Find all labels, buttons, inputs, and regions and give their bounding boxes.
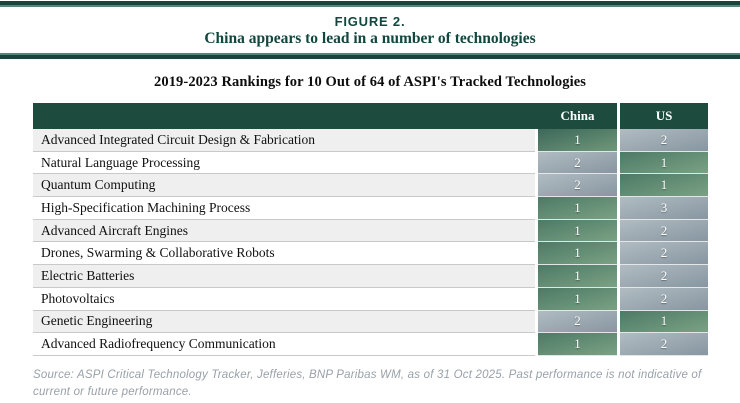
column-gap xyxy=(617,287,620,311)
technology-name: Advanced Radiofrequency Communication xyxy=(33,333,535,356)
table-row: Advanced Aircraft Engines 1 2 xyxy=(33,219,708,243)
us-rank-cell: 2 xyxy=(620,242,708,266)
column-gap xyxy=(617,197,620,220)
table-title: 2019-2023 Rankings for 10 Out of 64 of A… xyxy=(154,74,586,90)
china-rank-cell: 1 xyxy=(538,287,617,311)
table-header-row: China US xyxy=(33,103,708,129)
figure-title: China appears to lead in a number of tec… xyxy=(204,30,536,47)
china-rank-cell: 2 xyxy=(538,151,617,175)
table-row: Drones, Swarming & Collaborative Robots … xyxy=(33,242,708,266)
figure-header: FIGURE 2. China appears to lead in a num… xyxy=(0,0,740,59)
column-gap xyxy=(617,333,620,356)
top-rule-thick xyxy=(0,1,740,5)
column-gap xyxy=(535,287,538,311)
figure-label: FIGURE 2. xyxy=(334,14,406,29)
us-rank-cell: 1 xyxy=(620,174,708,198)
technology-name: Advanced Integrated Circuit Design & Fab… xyxy=(33,129,535,152)
column-gap xyxy=(535,333,538,356)
bottom-rule-thin xyxy=(0,53,740,55)
technology-name: High-Specification Machining Process xyxy=(33,197,535,220)
column-header-china: China xyxy=(560,108,595,123)
table-row: Advanced Radiofrequency Communication 1 … xyxy=(33,333,708,356)
china-rank-cell: 1 xyxy=(538,129,617,152)
us-rank-cell: 2 xyxy=(620,265,708,288)
us-rank-cell: 2 xyxy=(620,219,708,243)
bottom-rule-thick xyxy=(0,55,740,59)
column-gap xyxy=(617,174,620,198)
us-rank-cell: 1 xyxy=(620,310,708,334)
column-gap xyxy=(535,174,538,198)
technology-name: Photovoltaics xyxy=(33,287,535,311)
column-gap xyxy=(535,310,538,334)
technology-name: Drones, Swarming & Collaborative Robots xyxy=(33,242,535,266)
table-body: Advanced Integrated Circuit Design & Fab… xyxy=(33,129,708,356)
technology-name: Quantum Computing xyxy=(33,174,535,198)
source-note: Source: ASPI Critical Technology Tracker… xyxy=(33,368,702,399)
table-row: Electric Batteries 1 2 xyxy=(33,265,708,288)
column-gap xyxy=(535,129,538,152)
column-gap xyxy=(617,219,620,243)
column-gap xyxy=(617,103,620,129)
column-gap xyxy=(535,197,538,220)
china-rank-cell: 2 xyxy=(538,310,617,334)
us-rank-cell: 2 xyxy=(620,129,708,152)
china-rank-cell: 1 xyxy=(538,333,617,356)
column-gap xyxy=(617,129,620,152)
table-row: High-Specification Machining Process 1 3 xyxy=(33,197,708,220)
us-rank-cell: 2 xyxy=(620,333,708,356)
technology-name: Genetic Engineering xyxy=(33,310,535,334)
column-gap xyxy=(535,265,538,288)
column-gap xyxy=(535,242,538,266)
table-header-spacer: China xyxy=(33,103,617,129)
rankings-table: China US Advanced Integrated Circuit Des… xyxy=(33,103,708,356)
header-bottom-rules xyxy=(0,53,740,59)
column-header-us: US xyxy=(620,103,708,129)
china-rank-cell: 2 xyxy=(538,174,617,198)
china-rank-cell: 1 xyxy=(538,219,617,243)
column-gap xyxy=(535,219,538,243)
us-rank-cell: 2 xyxy=(620,287,708,311)
table-row: Advanced Integrated Circuit Design & Fab… xyxy=(33,129,708,152)
table-row: Quantum Computing 2 1 xyxy=(33,174,708,198)
column-gap xyxy=(617,151,620,175)
china-rank-cell: 1 xyxy=(538,242,617,266)
china-rank-cell: 1 xyxy=(538,197,617,220)
us-rank-cell: 1 xyxy=(620,151,708,175)
column-gap xyxy=(535,151,538,175)
table-row: Photovoltaics 1 2 xyxy=(33,287,708,311)
column-gap xyxy=(617,265,620,288)
table-row: Genetic Engineering 2 1 xyxy=(33,310,708,334)
china-rank-cell: 1 xyxy=(538,265,617,288)
us-rank-cell: 3 xyxy=(620,197,708,220)
top-rule-thin xyxy=(0,5,740,7)
technology-name: Advanced Aircraft Engines xyxy=(33,219,535,243)
table-row: Natural Language Processing 2 1 xyxy=(33,151,708,175)
column-gap xyxy=(617,242,620,266)
technology-name: Electric Batteries xyxy=(33,265,535,288)
column-gap xyxy=(617,310,620,334)
technology-name: Natural Language Processing xyxy=(33,151,535,175)
